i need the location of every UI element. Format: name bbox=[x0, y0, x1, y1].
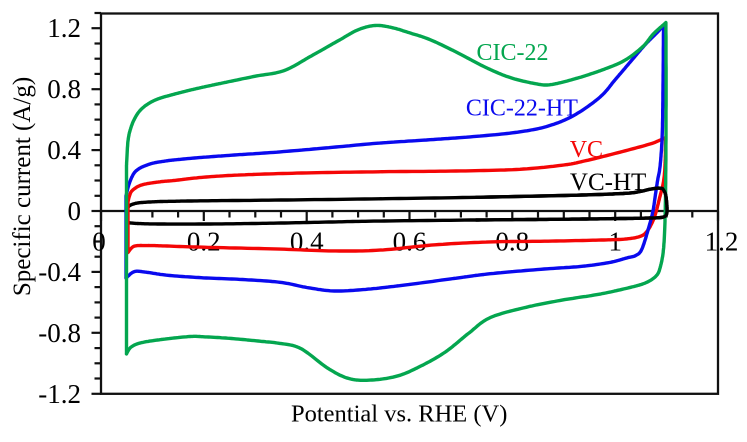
svg-text:0.6: 0.6 bbox=[393, 227, 427, 257]
svg-text:VC-HT: VC-HT bbox=[570, 169, 646, 196]
svg-text:1: 1 bbox=[608, 227, 622, 257]
svg-text:CIC-22-HT: CIC-22-HT bbox=[466, 96, 578, 122]
svg-text:0: 0 bbox=[92, 227, 106, 257]
svg-text:VC: VC bbox=[570, 137, 603, 163]
svg-text:1.2: 1.2 bbox=[47, 13, 81, 43]
svg-text:-0.4: -0.4 bbox=[38, 257, 81, 287]
svg-text:-0.8: -0.8 bbox=[38, 318, 81, 348]
svg-text:Specific current (A/g): Specific current (A/g) bbox=[9, 77, 36, 296]
svg-text:0.8: 0.8 bbox=[47, 74, 81, 104]
svg-text:CIC-22: CIC-22 bbox=[477, 40, 549, 66]
svg-text:1.2: 1.2 bbox=[705, 227, 739, 257]
svg-text:0.2: 0.2 bbox=[187, 227, 221, 257]
svg-text:0: 0 bbox=[68, 196, 82, 226]
svg-text:-1.2: -1.2 bbox=[38, 379, 81, 409]
svg-text:Potential vs. RHE (V): Potential vs. RHE (V) bbox=[291, 401, 507, 428]
svg-text:0.4: 0.4 bbox=[47, 135, 81, 165]
